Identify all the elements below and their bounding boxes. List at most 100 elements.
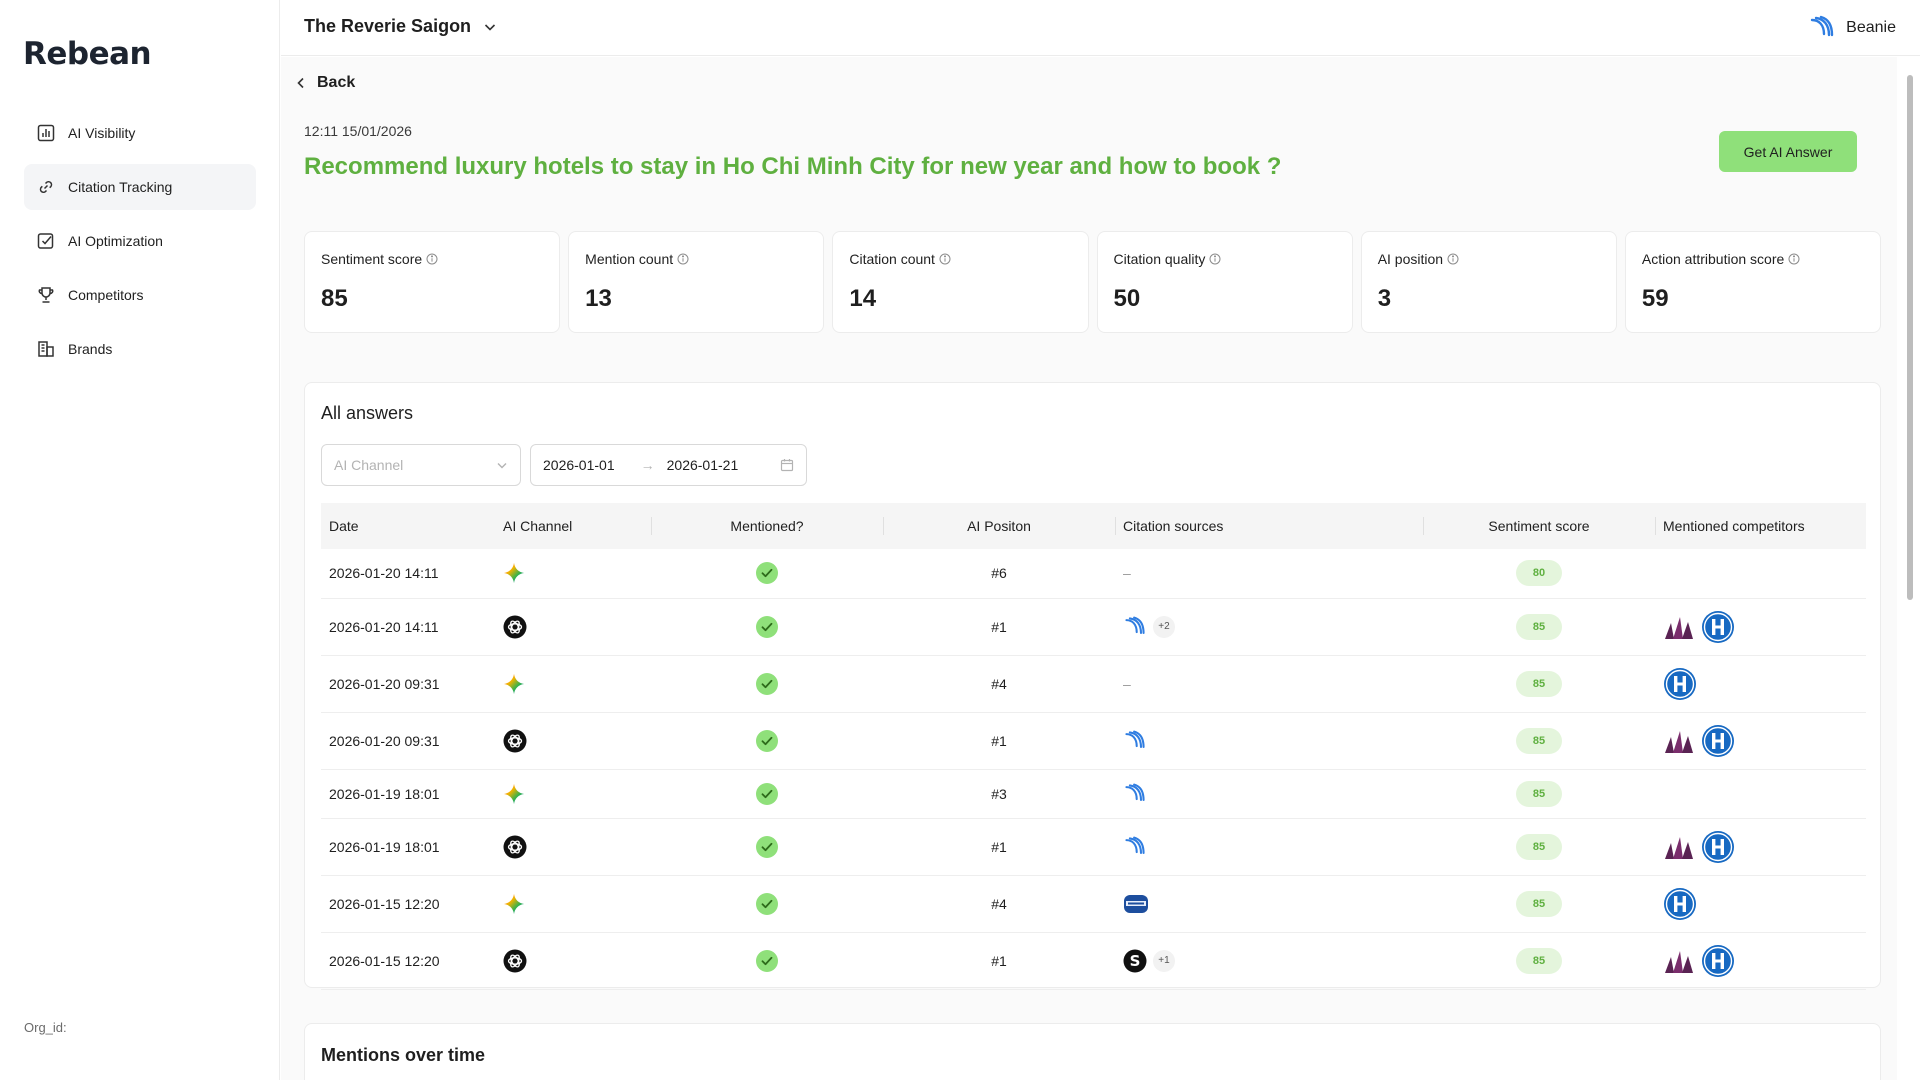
trophy-icon [38,287,54,303]
column-header-ai-channel[interactable]: AI Channel [503,518,573,534]
check-circle-icon [756,729,778,752]
user-menu[interactable]: Beanie [1808,14,1896,42]
metric-label: AI position [1378,251,1600,267]
row-citation-sources: S +1 [1115,932,1423,990]
metric-label-text: Citation count [849,251,935,267]
all-answers-card: All answers AI Channel 2026-01-01 → 2026… [304,382,1881,990]
info-icon[interactable] [1447,253,1459,265]
sidebar-item-brands[interactable]: Brands [24,326,256,372]
column-header-sentiment-score[interactable]: Sentiment score [1423,503,1655,549]
competitor-logos [1663,830,1858,864]
metric-card: Action attribution score 59 [1624,231,1882,333]
info-icon[interactable] [1788,253,1800,265]
sentiment-badge: 85 [1516,890,1562,917]
table-row[interactable]: 2026-01-19 18:01 #1 85 [321,818,1866,876]
hilton-logo-icon [1702,610,1734,643]
reverie-source-icon [1125,730,1145,748]
ai-channel-select[interactable]: AI Channel [321,444,521,486]
scrollbar[interactable] [1905,60,1915,1078]
date-from[interactable]: 2026-01-01 [543,457,615,473]
table-row[interactable]: 2026-01-20 09:31 #1 85 [321,712,1866,770]
chevron-left-icon [297,77,304,89]
column-header-citation-sources[interactable]: Citation sources [1115,503,1423,549]
citation-sources[interactable]: S +1 [1123,949,1415,973]
row-competitors [1655,712,1866,770]
sidebar-item-label: Citation Tracking [68,179,173,195]
more-sources-badge[interactable]: +2 [1153,615,1175,638]
table-row[interactable]: 2026-01-19 18:01 #3 85 [321,769,1866,819]
row-competitors [1655,549,1866,599]
citation-sources[interactable] [1123,835,1415,859]
page-title: Recommend luxury hotels to stay in Ho Ch… [304,153,1282,180]
org-id-label: Org_id: [24,1020,67,1035]
row-date: 2026-01-20 14:11 [321,598,495,656]
column-header-mentioned-competitors[interactable]: Mentioned competitors [1655,503,1866,549]
table-row[interactable]: 2026-01-15 12:20 #1 S +1 85 [321,932,1866,990]
metric-label: Citation quality [1114,251,1336,267]
sidebar-item-ai-optimization[interactable]: AI Optimization [24,218,256,264]
sidebar-item-competitors[interactable]: Competitors [24,272,256,318]
table-row[interactable]: 2026-01-20 09:31 #4– 85 [321,655,1866,713]
column-header-date[interactable]: Date [329,518,359,534]
sidebar-item-label: AI Visibility [68,125,136,141]
check-circle-icon [756,782,778,805]
row-competitors [1655,598,1866,656]
sentiment-badge: 85 [1516,670,1562,697]
citation-sources[interactable]: +2 [1123,615,1415,639]
metrics-row: Sentiment score 85 Mention count 13 Citation… [304,231,1882,333]
row-mentioned [651,769,883,819]
scrollbar-thumb[interactable] [1907,75,1913,600]
date-to[interactable]: 2026-01-21 [666,457,739,473]
gemini-icon [503,673,525,694]
table-row[interactable]: 2026-01-15 12:20 #4 85 [321,875,1866,933]
chatgpt-icon [503,949,527,972]
get-ai-answer-button[interactable]: Get AI Answer [1719,131,1857,172]
sails-logo-icon [1665,616,1693,639]
info-icon[interactable] [677,253,689,265]
row-position: #6 [883,549,1115,599]
metric-label: Sentiment score [321,251,543,267]
reverie-source-icon [1125,783,1145,801]
row-sentiment: 85 [1423,712,1655,770]
row-position: #1 [883,932,1115,990]
citation-sources[interactable] [1123,893,1415,915]
row-citation-sources [1115,712,1423,770]
row-citation-sources: +2 [1115,598,1423,656]
info-icon[interactable] [426,253,438,265]
row-mentioned [651,598,883,656]
hotel-switcher[interactable]: The Reverie Saigon [304,16,497,37]
top-header: The Reverie Saigon Beanie [281,0,1920,56]
row-date: 2026-01-20 09:31 [321,712,495,770]
column-header-mentioned[interactable]: Mentioned? [651,503,883,549]
sidebar-item-citation-tracking[interactable]: Citation Tracking [24,164,256,210]
row-sentiment: 85 [1423,769,1655,819]
row-competitors [1655,818,1866,876]
info-icon[interactable] [1209,253,1221,265]
check-circle-icon [756,672,778,695]
more-sources-badge[interactable]: +1 [1153,949,1175,972]
back-button[interactable]: Back [295,74,355,92]
column-header-ai-position[interactable]: AI Positon [883,503,1115,549]
user-name: Beanie [1846,19,1896,36]
sidebar-item-label: AI Optimization [68,233,163,249]
info-icon[interactable] [939,253,951,265]
s-logo-source-icon: S [1123,949,1147,972]
row-sentiment: 85 [1423,818,1655,876]
row-mentioned [651,655,883,713]
metric-label: Action attribution score [1642,251,1864,267]
table-row[interactable]: 2026-01-20 14:11 #1 +2 85 [321,598,1866,656]
sidebar-item-ai-visibility[interactable]: AI Visibility [24,110,256,156]
metric-card: AI position 3 [1360,231,1617,333]
app-logo[interactable]: Rebean [23,36,152,72]
date-range-picker[interactable]: 2026-01-01 → 2026-01-21 [530,444,807,486]
row-citation-sources [1115,769,1423,819]
citation-sources[interactable] [1123,729,1415,753]
hilton-logo-icon [1664,667,1696,700]
row-mentioned [651,818,883,876]
table-row[interactable]: 2026-01-20 14:11 #6– 80 [321,549,1866,599]
row-mentioned [651,549,883,599]
row-channel [495,769,651,819]
chatgpt-icon [503,729,527,752]
query-timestamp: 12:11 15/01/2026 [304,123,412,139]
citation-sources[interactable] [1123,782,1415,806]
